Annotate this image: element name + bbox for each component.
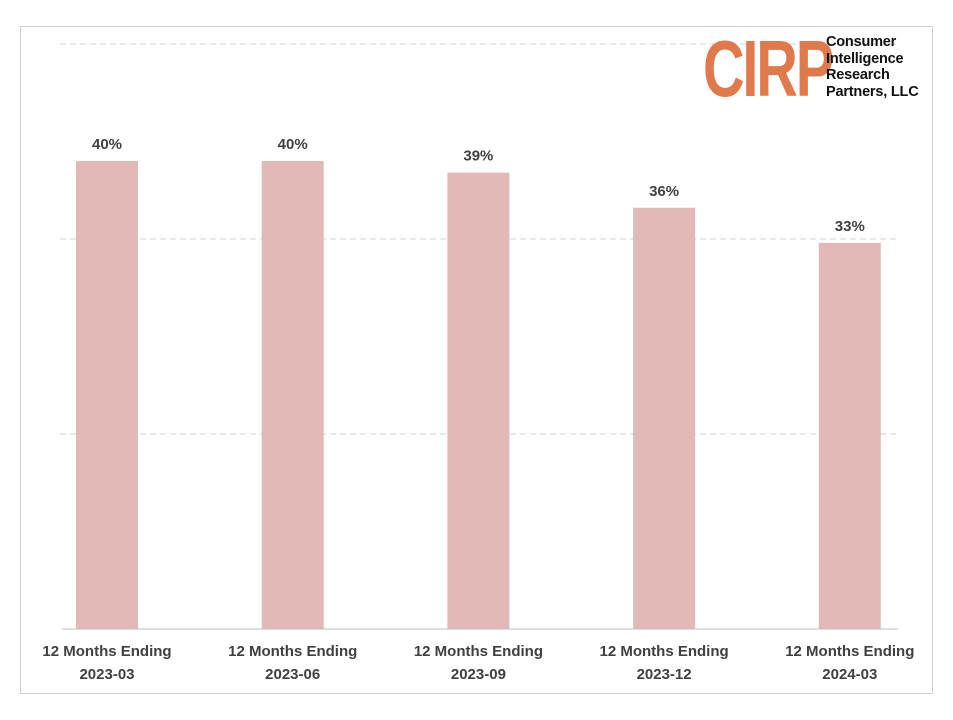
bar-4 bbox=[818, 242, 881, 629]
x-tick-label-1-0: 12 Months Ending bbox=[228, 643, 357, 660]
data-label-4: 33% bbox=[835, 218, 865, 235]
logo-line-3: Research bbox=[826, 67, 890, 83]
x-tick-label-2-1: 2023-09 bbox=[451, 666, 506, 683]
bar-3 bbox=[633, 207, 696, 630]
x-tick-label-2-0: 12 Months Ending bbox=[414, 643, 543, 660]
data-label-0: 40% bbox=[92, 136, 122, 153]
chart-frame bbox=[20, 26, 933, 694]
data-label-2: 39% bbox=[463, 148, 493, 165]
logo-line-2: Intelligence bbox=[826, 50, 904, 67]
data-label-3: 36% bbox=[649, 183, 679, 200]
x-tick-label-0-1: 2023-03 bbox=[79, 666, 134, 683]
x-tick-label-3-1: 2023-12 bbox=[637, 666, 692, 683]
data-labels: 40% 40% 39% 36% 33% bbox=[92, 136, 865, 235]
logo-line-4: Partners, LLC bbox=[826, 83, 919, 100]
x-tick-label-0-0: 12 Months Ending bbox=[42, 643, 171, 660]
x-tick-label-4-1: 2024-03 bbox=[822, 666, 877, 683]
x-tick-label-4-0: 12 Months Ending bbox=[785, 643, 914, 660]
x-tick-labels: 12 Months Ending 2023-03 12 Months Ending 2… bbox=[42, 643, 914, 683]
data-label-1: 40% bbox=[278, 136, 308, 153]
bar-2 bbox=[447, 172, 510, 629]
cirp-logo-mark: CIRP bbox=[703, 24, 834, 113]
x-tick-label-1-1: 2023-06 bbox=[265, 666, 320, 683]
bars bbox=[76, 161, 881, 630]
bar-0 bbox=[76, 161, 138, 629]
logo-line-1: Consumer bbox=[826, 34, 897, 50]
x-tick-label-3-0: 12 Months Ending bbox=[600, 643, 729, 660]
cirp-logo: CIRP Consumer Intelligence Research Part… bbox=[703, 24, 933, 113]
bar-1 bbox=[261, 161, 324, 629]
cirp-logo-text: Consumer Intelligence Research Partners,… bbox=[826, 34, 919, 100]
